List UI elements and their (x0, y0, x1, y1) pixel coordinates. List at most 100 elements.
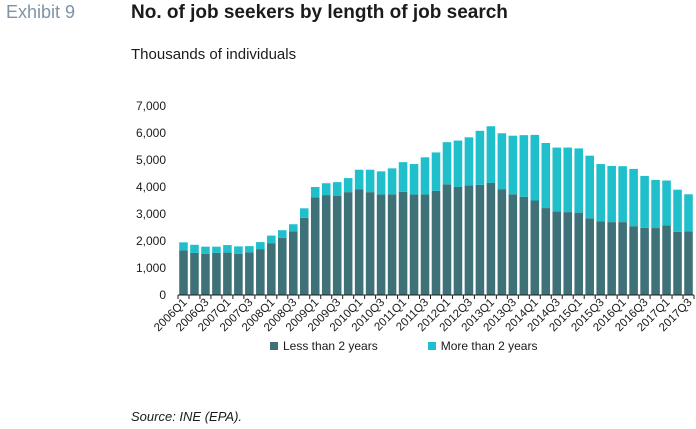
bar-more-than-2-years (234, 246, 243, 254)
chart-subtitle: Thousands of individuals (131, 46, 297, 63)
bar-more-than-2-years (310, 187, 320, 198)
bar-less-than-2-years (464, 185, 474, 295)
bar-more-than-2-years (256, 242, 265, 250)
bar-more-than-2-years (278, 230, 287, 238)
bar-more-than-2-years (321, 183, 331, 196)
bar-less-than-2-years (519, 196, 529, 295)
bar-more-than-2-years (223, 245, 232, 253)
bar-less-than-2-years (267, 243, 276, 295)
bar-more-than-2-years (464, 137, 474, 186)
bar-more-than-2-years (398, 162, 408, 192)
bar-more-than-2-years (673, 189, 682, 232)
bar-less-than-2-years (179, 250, 188, 295)
bar-more-than-2-years (530, 134, 540, 201)
bar-more-than-2-years (201, 246, 210, 254)
bar-less-than-2-years (190, 252, 199, 295)
bar-more-than-2-years (574, 148, 584, 213)
bar-more-than-2-years (651, 179, 660, 229)
bar-less-than-2-years (310, 197, 320, 295)
bar-less-than-2-years (618, 222, 627, 295)
bar-more-than-2-years (245, 246, 254, 253)
bar-less-than-2-years (256, 249, 265, 295)
bar-more-than-2-years (442, 142, 452, 185)
bar-less-than-2-years (541, 208, 551, 295)
bar-less-than-2-years (475, 184, 485, 295)
bar-less-than-2-years (662, 225, 671, 295)
bar-less-than-2-years (574, 212, 584, 295)
bar-less-than-2-years (508, 194, 518, 295)
bar-more-than-2-years (365, 169, 375, 193)
bar-less-than-2-years (387, 194, 397, 295)
legend-item-less: Less than 2 years (270, 339, 378, 353)
y-tick-label: 4,000 (136, 180, 166, 194)
bar-less-than-2-years (585, 218, 594, 295)
bar-more-than-2-years (387, 168, 397, 195)
bar-more-than-2-years (190, 244, 199, 253)
chart-legend: Less than 2 years More than 2 years (270, 339, 587, 353)
bar-less-than-2-years (684, 231, 693, 295)
bar-less-than-2-years (607, 222, 616, 295)
bar-less-than-2-years (223, 252, 232, 295)
bar-less-than-2-years (442, 184, 452, 295)
bar-less-than-2-years (420, 194, 430, 295)
bar-more-than-2-years (354, 169, 364, 190)
bar-less-than-2-years (376, 194, 386, 295)
bar-more-than-2-years (179, 242, 188, 251)
legend-swatch-more (427, 342, 436, 350)
legend-swatch-less (270, 342, 278, 350)
y-tick-label: 7,000 (136, 99, 166, 113)
legend-label-less: Less than 2 years (283, 339, 378, 353)
bar-less-than-2-years (343, 192, 353, 295)
bar-more-than-2-years (585, 155, 594, 219)
bar-less-than-2-years (651, 228, 660, 295)
bar-more-than-2-years (640, 175, 649, 228)
bar-less-than-2-years (212, 252, 221, 295)
bar-more-than-2-years (563, 147, 573, 213)
bar-more-than-2-years (212, 246, 221, 253)
chart-title: No. of job seekers by length of job sear… (131, 2, 508, 23)
bar-more-than-2-years (607, 165, 616, 223)
bar-less-than-2-years (629, 226, 638, 295)
bar-more-than-2-years (596, 164, 605, 222)
bar-less-than-2-years (398, 191, 408, 295)
bar-more-than-2-years (475, 130, 485, 185)
source-note: Source: INE (EPA). (131, 409, 243, 424)
bar-less-than-2-years (234, 253, 243, 295)
bar-less-than-2-years (552, 211, 562, 295)
bar-less-than-2-years (409, 194, 419, 295)
bar-more-than-2-years (343, 178, 353, 193)
bar-less-than-2-years (673, 231, 682, 295)
y-tick-label: 5,000 (136, 153, 166, 167)
legend-item-more: More than 2 years (427, 339, 538, 353)
legend-label-more: More than 2 years (440, 339, 538, 353)
bar-more-than-2-years (662, 180, 671, 226)
bar-more-than-2-years (431, 152, 441, 191)
bar-less-than-2-years (365, 192, 375, 295)
bar-more-than-2-years (267, 235, 276, 244)
bar-less-than-2-years (278, 237, 287, 295)
bar-less-than-2-years (453, 187, 463, 295)
y-tick-label: 0 (159, 288, 166, 302)
bar-more-than-2-years (684, 194, 693, 232)
bar-less-than-2-years (245, 252, 254, 295)
y-tick-label: 6,000 (136, 126, 166, 140)
bar-less-than-2-years (596, 221, 605, 295)
bar-more-than-2-years (288, 224, 298, 232)
bar-less-than-2-years (299, 217, 309, 295)
bar-less-than-2-years (486, 182, 496, 295)
bar-more-than-2-years (541, 142, 551, 209)
bar-less-than-2-years (288, 231, 298, 295)
bar-more-than-2-years (497, 133, 507, 190)
bar-more-than-2-years (420, 157, 430, 195)
bar-more-than-2-years (519, 135, 529, 197)
y-tick-label: 1,000 (136, 261, 166, 275)
bar-less-than-2-years (354, 189, 364, 295)
bar-less-than-2-years (530, 200, 540, 295)
bar-less-than-2-years (201, 253, 210, 295)
bar-more-than-2-years (508, 135, 518, 195)
bar-more-than-2-years (486, 126, 496, 183)
bar-less-than-2-years (321, 195, 331, 295)
bar-more-than-2-years (453, 140, 463, 187)
bar-more-than-2-years (299, 208, 309, 218)
